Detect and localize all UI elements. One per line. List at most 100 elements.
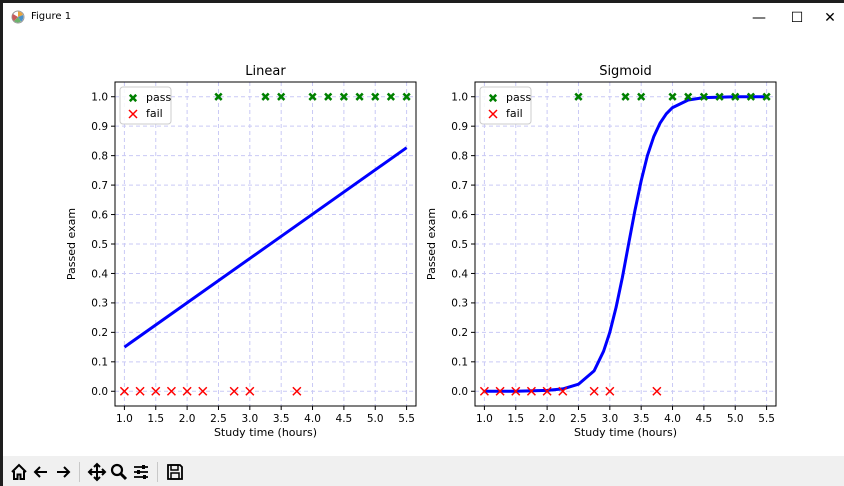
y-tick-label: 0.5 bbox=[451, 239, 468, 251]
fail-marker bbox=[119, 386, 129, 396]
fail-marker bbox=[605, 386, 615, 396]
x-tick-label: 3.0 bbox=[241, 413, 258, 425]
fail-marker bbox=[166, 386, 176, 396]
fail-marker bbox=[245, 386, 255, 396]
x-tick-label: 1.5 bbox=[147, 413, 164, 425]
legend-pass-marker bbox=[128, 93, 138, 103]
legend-fail-label: fail bbox=[506, 107, 523, 120]
y-tick-label: 0.4 bbox=[91, 268, 108, 280]
pass-marker bbox=[324, 92, 333, 101]
maximize-button[interactable]: ☐ bbox=[790, 10, 804, 26]
y-tick-label: 0.6 bbox=[91, 209, 108, 221]
x-tick-label: 3.5 bbox=[273, 413, 290, 425]
pass-marker bbox=[339, 92, 348, 101]
pass-marker bbox=[308, 92, 317, 101]
y-tick-label: 0.0 bbox=[451, 386, 468, 398]
y-tick-label: 1.0 bbox=[451, 92, 468, 104]
x-tick-label: 4.0 bbox=[304, 413, 321, 425]
x-tick-label: 3.0 bbox=[601, 413, 618, 425]
x-tick-label: 3.5 bbox=[633, 413, 650, 425]
window-title: Figure 1 bbox=[31, 11, 72, 22]
fail-marker bbox=[526, 386, 536, 396]
pass-marker bbox=[699, 92, 708, 101]
legend-pass-marker bbox=[488, 93, 498, 103]
configure-subplots-icon[interactable] bbox=[131, 462, 151, 482]
fail-marker bbox=[495, 386, 505, 396]
y-tick-label: 0.1 bbox=[91, 357, 108, 369]
legend-fail-label: fail bbox=[146, 107, 163, 120]
fail-marker bbox=[511, 386, 521, 396]
close-button[interactable]: ✕ bbox=[824, 10, 836, 26]
x-tick-label: 5.0 bbox=[367, 413, 384, 425]
chart-title: Sigmoid bbox=[599, 64, 652, 79]
pan-icon[interactable] bbox=[87, 462, 107, 482]
y-tick-label: 0.7 bbox=[451, 180, 468, 192]
y-tick-label: 0.8 bbox=[91, 150, 108, 162]
x-tick-label: 2.5 bbox=[570, 413, 587, 425]
x-axis-label: Study time (hours) bbox=[214, 426, 317, 439]
x-tick-label: 5.5 bbox=[398, 413, 415, 425]
legend-fail-marker bbox=[128, 109, 138, 119]
back-icon[interactable] bbox=[31, 462, 51, 482]
fail-marker bbox=[479, 386, 489, 396]
pass-marker bbox=[684, 92, 693, 101]
y-tick-label: 0.5 bbox=[91, 239, 108, 251]
zoom-icon[interactable] bbox=[109, 462, 129, 482]
matplotlib-logo-icon bbox=[11, 10, 25, 24]
pass-marker bbox=[668, 92, 677, 101]
figure-canvas[interactable]: 1.0 1.5 2.0 2.5 3.0 3.5 4.0 4.5 5.0 5.5 0.0 0.1 0.2 0… bbox=[3, 33, 844, 456]
y-tick-label: 0.8 bbox=[451, 150, 468, 162]
minimize-button[interactable]: — bbox=[752, 10, 766, 26]
fail-marker bbox=[542, 386, 552, 396]
fail-marker bbox=[151, 386, 161, 396]
sigmoid-subplot: 1.0 1.5 2.0 2.5 3.0 3.5 4.0 4.5 5.0 5.5 0.0 0.1 0.2 0… bbox=[425, 64, 777, 439]
toolbar-separator bbox=[157, 462, 158, 482]
legend: pass fail bbox=[119, 86, 172, 125]
legend-fail-marker bbox=[488, 109, 498, 119]
pass-marker bbox=[621, 92, 630, 101]
y-axis-label: Passed exam bbox=[65, 208, 78, 280]
legend: pass fail bbox=[479, 86, 532, 125]
fail-marker bbox=[558, 386, 568, 396]
y-tick-label: 0.4 bbox=[451, 268, 468, 280]
pass-marker bbox=[574, 92, 583, 101]
linear-subplot: 1.0 1.5 2.0 2.5 3.0 3.5 4.0 4.5 5.0 5.5 0.0 0.1 0.2 0… bbox=[65, 64, 417, 439]
y-tick-label: 0.9 bbox=[451, 121, 468, 133]
x-tick-label: 4.5 bbox=[336, 413, 353, 425]
fit-line bbox=[484, 95, 767, 393]
fail-marker bbox=[198, 386, 208, 396]
x-tick-label: 5.5 bbox=[758, 413, 775, 425]
y-tick-label: 0.3 bbox=[451, 298, 468, 310]
pass-marker bbox=[402, 92, 411, 101]
figure-window: Figure 1 — ☐ ✕ 1.0 1.5 2.0 2.5 3.0 3.5 4.0 4.5 5… bbox=[3, 3, 844, 486]
x-tick-label: 5.0 bbox=[727, 413, 744, 425]
legend-pass-label: pass bbox=[506, 91, 531, 104]
fail-marker bbox=[652, 386, 662, 396]
pass-marker bbox=[762, 92, 771, 101]
pass-marker bbox=[746, 92, 756, 101]
forward-icon[interactable] bbox=[53, 462, 73, 482]
pass-marker bbox=[386, 92, 396, 101]
x-tick-label: 4.0 bbox=[664, 413, 681, 425]
x-tick-label: 1.0 bbox=[476, 413, 493, 425]
pass-marker bbox=[214, 92, 223, 101]
fail-marker bbox=[135, 386, 145, 396]
legend-pass-label: pass bbox=[146, 91, 171, 104]
pass-marker bbox=[715, 92, 724, 101]
y-tick-label: 0.2 bbox=[91, 327, 108, 339]
y-tick-label: 1.0 bbox=[91, 92, 108, 104]
pass-marker bbox=[277, 92, 286, 101]
save-icon[interactable] bbox=[165, 462, 185, 482]
pass-marker bbox=[371, 92, 380, 101]
title-bar: Figure 1 — ☐ ✕ bbox=[3, 3, 844, 33]
fail-marker bbox=[229, 386, 239, 396]
chart-title: Linear bbox=[245, 64, 286, 79]
x-tick-label: 2.0 bbox=[539, 413, 556, 425]
y-tick-label: 0.6 bbox=[451, 209, 468, 221]
y-axis-label: Passed exam bbox=[425, 208, 438, 280]
fail-marker bbox=[292, 386, 302, 396]
pass-marker bbox=[637, 92, 646, 101]
toolbar-separator bbox=[79, 462, 80, 482]
home-icon[interactable] bbox=[9, 462, 29, 482]
fail-marker bbox=[589, 386, 599, 396]
